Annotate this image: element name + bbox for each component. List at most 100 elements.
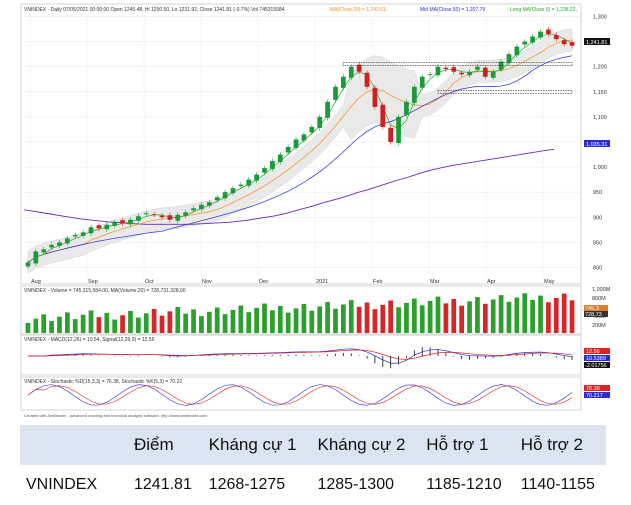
volume-bar xyxy=(420,305,425,333)
volume-bar xyxy=(514,298,519,333)
volume-bar xyxy=(349,300,354,333)
volume-bar xyxy=(215,307,220,333)
candle-body xyxy=(475,67,480,70)
candle-body xyxy=(104,225,109,230)
volume-bar xyxy=(238,306,243,333)
volume-bar xyxy=(475,297,480,333)
volume-bar xyxy=(412,299,417,333)
macd-label-1: 12.56 xyxy=(586,349,600,355)
stock-chart: VNINDEX - Daily 07/05/2021 00:00:00 Open… xyxy=(0,0,631,420)
price-title: VNINDEX - Daily 07/05/2021 00:00:00 Open… xyxy=(24,7,285,13)
macd-histogram-bar xyxy=(296,355,297,356)
volume-bar xyxy=(325,302,330,333)
macd-histogram-bar xyxy=(256,355,257,356)
volume-bar xyxy=(49,321,54,333)
volume-bar xyxy=(522,293,527,333)
volume-bar xyxy=(152,309,157,333)
volume-bar xyxy=(89,310,94,333)
macd-histogram-bar xyxy=(532,354,533,356)
x-tick-label: Feb xyxy=(373,279,382,285)
volume-bar xyxy=(483,304,488,333)
volume-ma-label: 728,73 xyxy=(585,312,602,318)
x-tick-label: Aug xyxy=(31,279,41,285)
volume-tick-label: 1,000M xyxy=(592,287,611,293)
volume-bar xyxy=(459,306,464,333)
candle-body xyxy=(554,35,559,39)
volume-bar xyxy=(57,317,62,333)
macd-histogram-bar xyxy=(359,355,360,356)
y-tick-label: 1,000 xyxy=(593,165,607,171)
candle-body xyxy=(349,67,354,78)
candle-body xyxy=(467,72,472,76)
candle-body xyxy=(152,214,157,215)
volume-bar xyxy=(286,313,291,333)
volume-bar xyxy=(97,317,102,333)
candle-body xyxy=(286,147,291,153)
candle-body xyxy=(341,77,346,88)
y-tick-label: 950 xyxy=(593,190,602,196)
candle-body xyxy=(223,192,228,198)
volume-bar xyxy=(333,309,338,333)
candle-body xyxy=(168,215,173,220)
candle-body xyxy=(317,117,322,128)
candle-body xyxy=(428,74,433,75)
candle-body xyxy=(33,251,38,263)
macd-histogram-bar xyxy=(169,356,170,357)
candle-body xyxy=(365,73,370,87)
candle-body xyxy=(538,32,543,38)
header-support-2: Hỗ trợ 2 xyxy=(513,425,606,465)
candle-body xyxy=(562,40,567,44)
macd-label-2: 10.5389 xyxy=(586,356,606,362)
volume-bar xyxy=(246,312,251,333)
volume-bar xyxy=(444,303,449,333)
macd-histogram-bar xyxy=(304,355,305,356)
legend-item-2: Long MA(Close,5) = 1,238.22, xyxy=(510,7,577,13)
table-header-row: Điểm Kháng cự 1 Kháng cự 2 Hỗ trợ 1 Hỗ t… xyxy=(20,425,606,465)
macd-histogram-bar xyxy=(225,355,226,356)
candle-body xyxy=(254,175,259,181)
candle-body xyxy=(404,102,409,115)
macd-histogram-bar xyxy=(343,353,344,356)
table-row: VNINDEX 1241.81 1268-1275 1285-1300 1185… xyxy=(20,465,606,505)
y-tick-label: 1,200 xyxy=(593,65,607,71)
candle-body xyxy=(570,42,575,46)
candle-body xyxy=(191,208,196,210)
volume-bar xyxy=(223,314,228,333)
volume-bar xyxy=(175,307,180,333)
macd-histogram-bar xyxy=(367,356,368,359)
candle-body xyxy=(128,220,133,225)
volume-title: VNINDEX - Volume = 745,315,584.00, MA(Vo… xyxy=(24,288,186,294)
y-tick-label: 850 xyxy=(593,240,602,246)
volume-bar xyxy=(112,320,117,333)
volume-bar xyxy=(262,304,267,333)
candle-body xyxy=(231,188,236,193)
candle-body xyxy=(530,37,535,43)
volume-bar xyxy=(302,304,307,333)
volume-bar xyxy=(491,299,496,333)
candle-body xyxy=(325,102,330,118)
x-tick-label: Oct xyxy=(145,279,154,285)
candle-body xyxy=(215,197,220,200)
macd-histogram-bar xyxy=(327,355,328,356)
candle-body xyxy=(41,249,46,252)
volume-bar xyxy=(294,308,299,333)
cell-resistance-1: 1268-1275 xyxy=(201,465,310,505)
macd-histogram-bar xyxy=(453,356,454,357)
volume-bar xyxy=(120,315,125,333)
volume-bar xyxy=(507,302,512,333)
volume-bar xyxy=(231,310,236,333)
last-price-label: 1,241.81 xyxy=(586,40,607,46)
candle-body xyxy=(207,202,212,206)
x-tick-label: May xyxy=(544,279,555,285)
x-tick-label: Mar xyxy=(430,279,440,285)
volume-bar xyxy=(128,311,133,333)
volume-tick-label: 200M xyxy=(592,323,606,329)
cell-symbol: VNINDEX xyxy=(20,465,126,505)
volume-bar xyxy=(136,318,141,333)
candle-body xyxy=(546,30,551,35)
volume-bar xyxy=(278,306,283,333)
macd-histogram-bar xyxy=(406,356,407,358)
y-tick-label: 900 xyxy=(593,215,602,221)
legend-item-0: MA(Close,20) = 1,242.61 xyxy=(330,7,386,13)
macd-title: VNINDEX - MACD(12,26) = 10.54, Signal(12… xyxy=(24,337,155,343)
